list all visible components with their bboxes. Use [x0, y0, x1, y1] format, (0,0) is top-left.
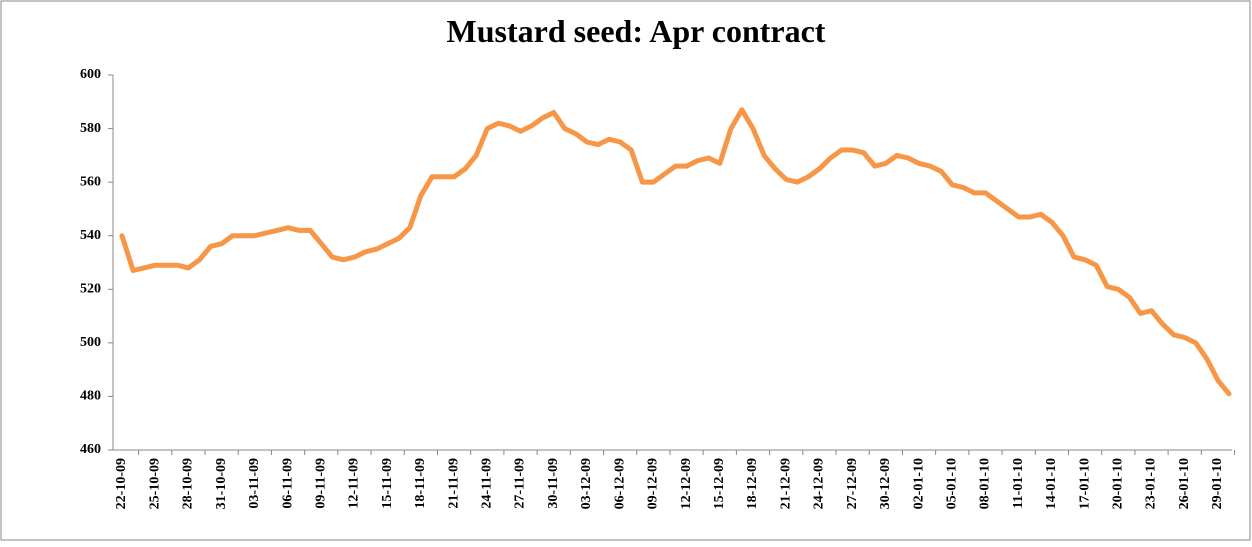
x-tick-label: 15-11-09	[380, 458, 395, 509]
x-tick-label: 30-11-09	[546, 458, 561, 509]
x-tick-label: 24-11-09	[480, 458, 495, 509]
x-tick-label: 29-01-10	[1210, 458, 1225, 509]
x-tick-label: 05-01-10	[944, 458, 959, 509]
x-tick-label: 24-12-09	[812, 458, 827, 509]
x-tick-label: 14-01-10	[1044, 458, 1059, 509]
x-tick-label: 03-11-09	[247, 458, 262, 509]
x-tick-label: 21-12-09	[778, 458, 793, 509]
x-tick-label: 02-01-10	[911, 458, 926, 509]
x-tick-label: 26-01-10	[1177, 458, 1192, 509]
x-tick-label: 22-10-09	[114, 458, 129, 509]
x-tick-label: 21-11-09	[446, 458, 461, 509]
x-tick-label: 18-12-09	[745, 458, 760, 509]
x-tick-label: 25-10-09	[147, 458, 162, 509]
x-tick-label: 12-11-09	[347, 458, 362, 509]
x-tick-label: 27-11-09	[513, 458, 528, 509]
series-line	[119, 107, 1232, 397]
x-tick-label: 17-01-10	[1077, 458, 1092, 509]
y-tick-label: 500	[80, 335, 101, 350]
chart-title: Mustard seed: Apr contract	[447, 13, 826, 49]
x-tick-label: 28-10-09	[181, 458, 196, 509]
x-tick-label: 30-12-09	[878, 458, 893, 509]
x-tick-label: 27-12-09	[845, 458, 860, 509]
x-tick-label: 31-10-09	[214, 458, 229, 509]
y-tick-label: 480	[80, 389, 101, 404]
y-tick-label: 560	[80, 174, 101, 189]
y-tick-label: 460	[80, 442, 101, 457]
x-tick-label: 11-01-10	[1011, 458, 1026, 509]
x-tick-label: 09-12-09	[646, 458, 661, 509]
x-tick-label: 18-11-09	[413, 458, 428, 509]
x-tick-label: 09-11-09	[313, 458, 328, 509]
x-tick-label: 20-01-10	[1111, 458, 1126, 509]
x-tick-label: 08-01-10	[978, 458, 993, 509]
y-tick-label: 520	[80, 282, 101, 297]
y-tick-label: 540	[80, 228, 101, 243]
x-tick-label: 06-11-09	[280, 458, 295, 509]
y-tick-label: 580	[80, 121, 101, 136]
x-tick-label: 15-12-09	[712, 458, 727, 509]
x-tick-label: 06-12-09	[612, 458, 627, 509]
y-tick-label: 600	[80, 67, 101, 82]
x-tick-label: 23-01-10	[1144, 458, 1159, 509]
x-tick-label: 12-12-09	[679, 458, 694, 509]
x-tick-label: 03-12-09	[579, 458, 594, 509]
